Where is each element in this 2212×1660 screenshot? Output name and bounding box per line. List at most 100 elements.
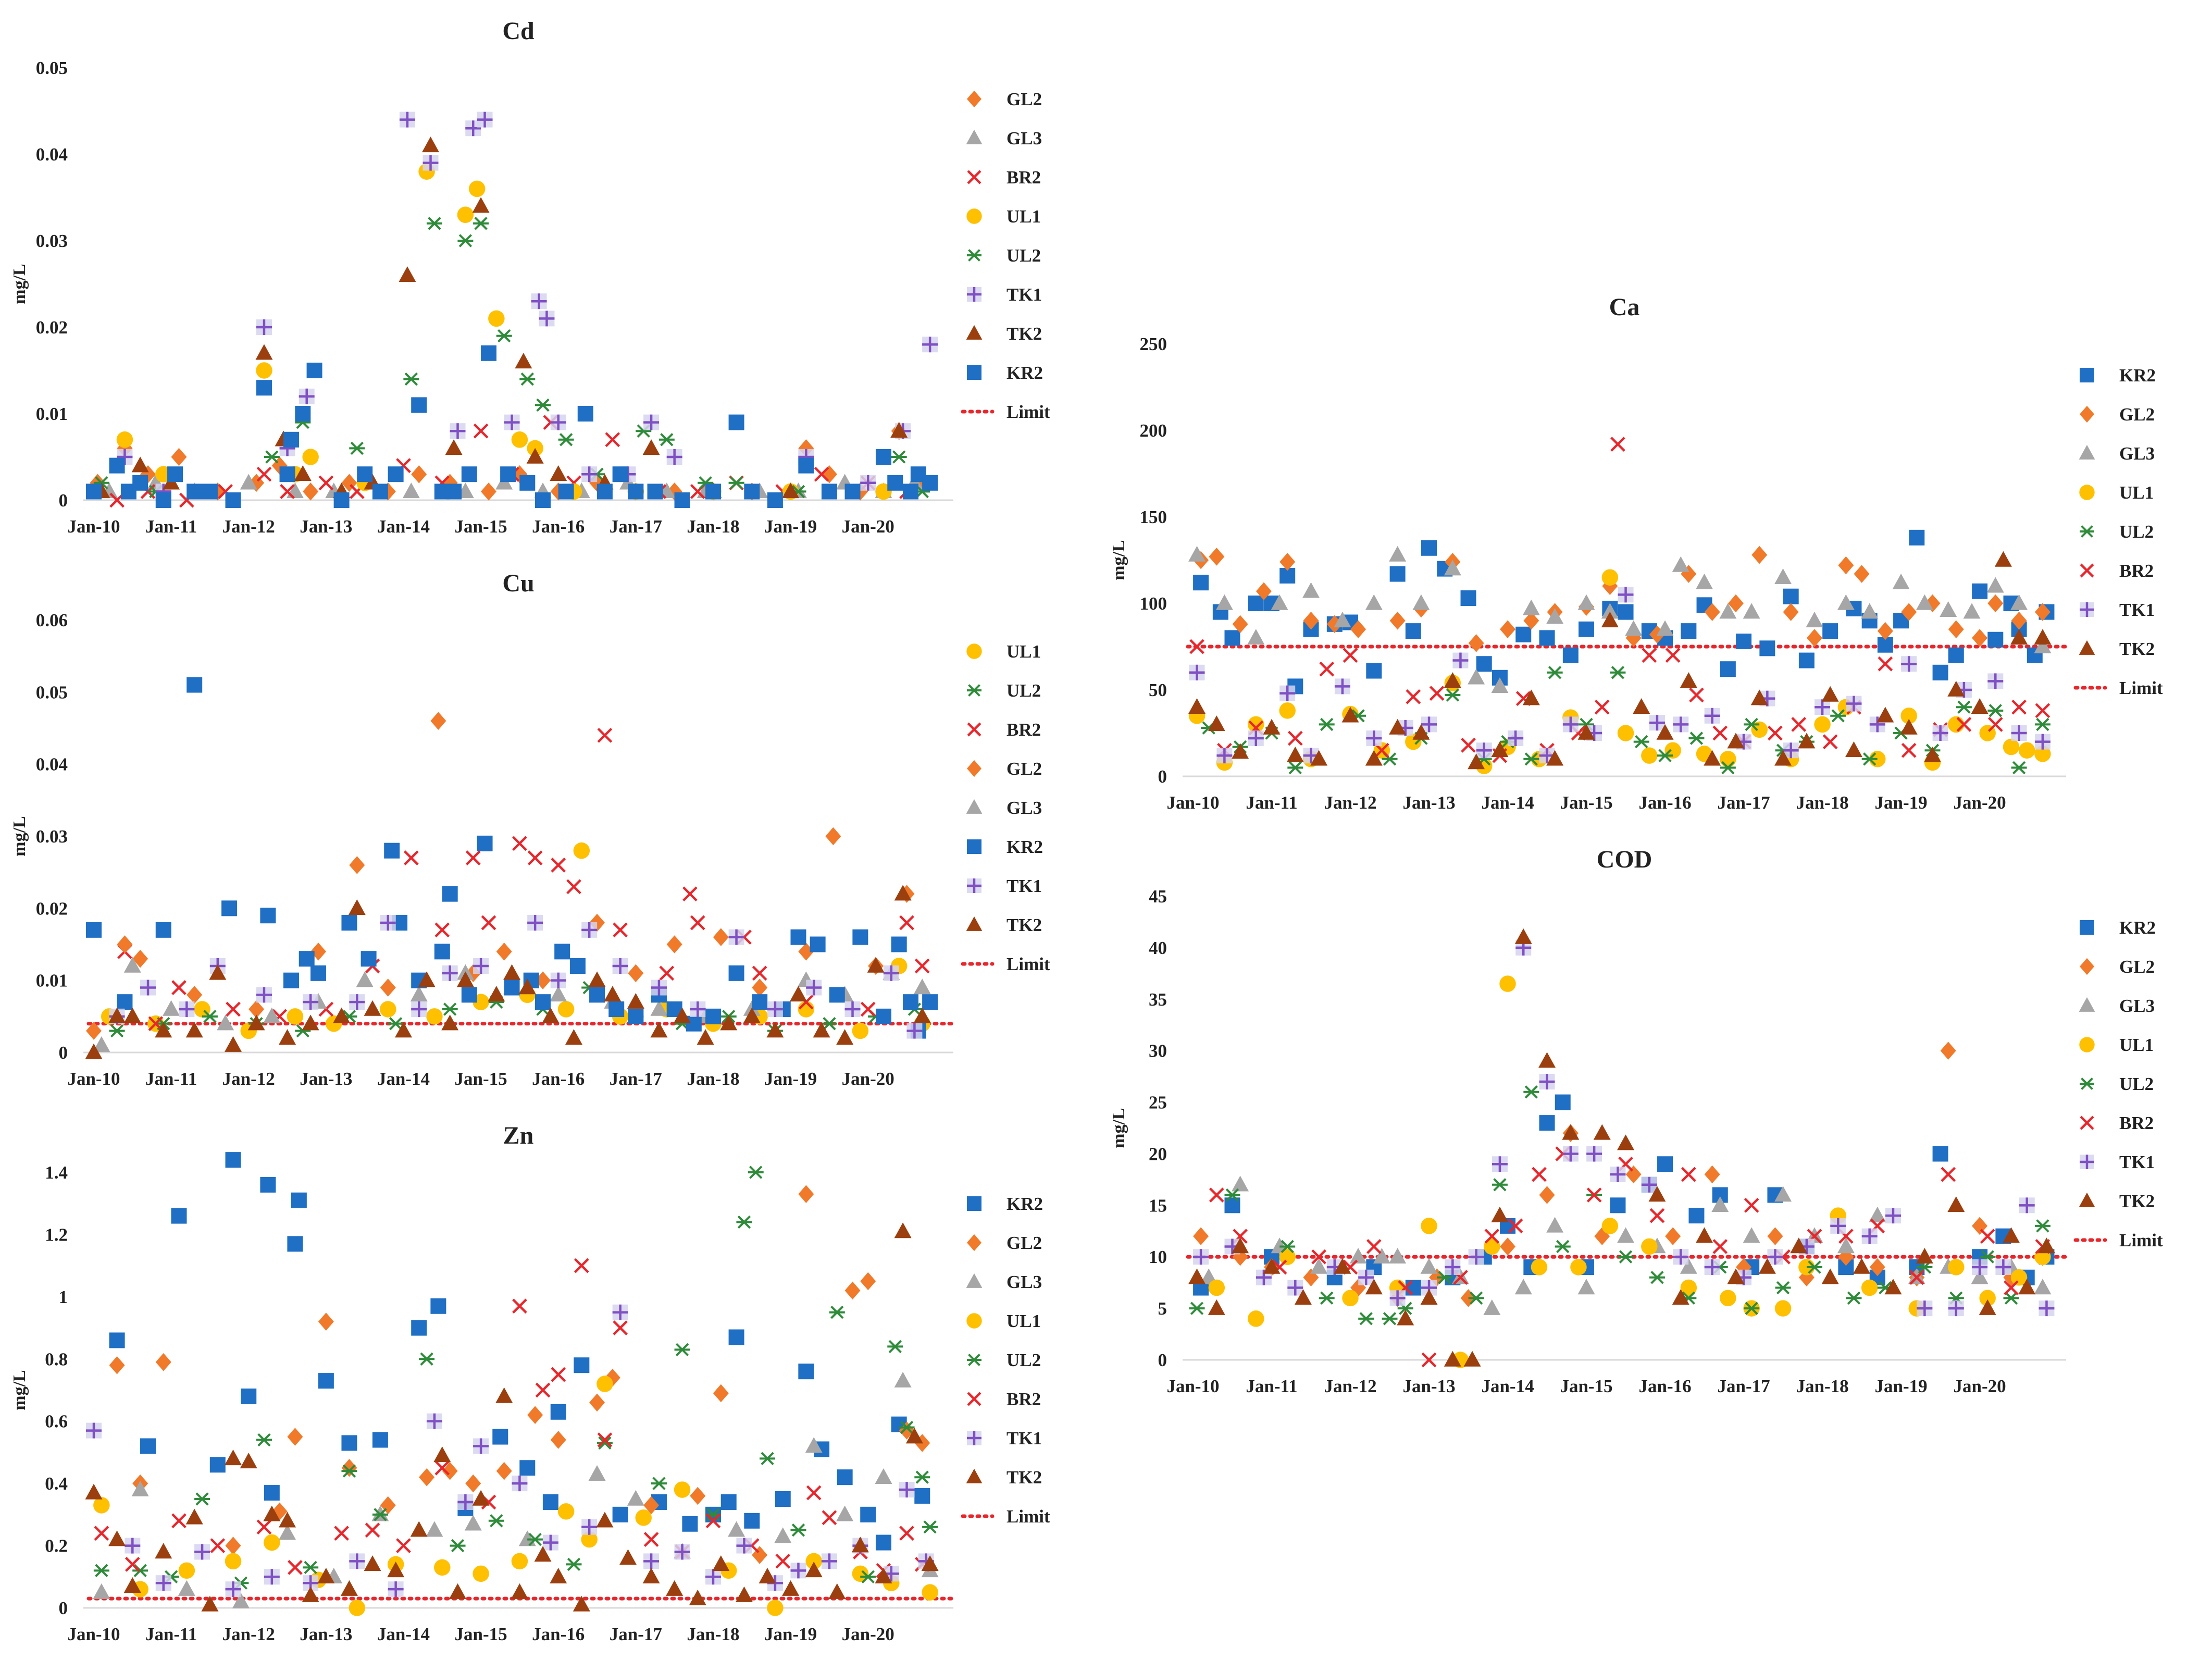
data-point-tk1 bbox=[674, 1544, 690, 1560]
data-point-kr2 bbox=[155, 492, 171, 508]
data-point-tk1 bbox=[1783, 742, 1799, 759]
data-point-tk1 bbox=[125, 1538, 141, 1554]
data-point-kr2 bbox=[264, 1485, 280, 1501]
data-point-gl3 bbox=[1491, 677, 1509, 693]
data-point-br2 bbox=[318, 475, 334, 491]
data-point-tk2 bbox=[456, 971, 474, 987]
data-point-tk2 bbox=[1633, 698, 1650, 714]
data-point-gl3 bbox=[1200, 1268, 1217, 1284]
data-point-br2 bbox=[465, 850, 481, 865]
y-tick-label: 10 bbox=[1149, 1247, 1167, 1267]
data-point-tk2 bbox=[1617, 1134, 1635, 1150]
x-tick-label: Jan-15 bbox=[1560, 792, 1612, 813]
data-point-tk2 bbox=[913, 1007, 931, 1023]
legend-label-ul2: UL2 bbox=[2119, 522, 2154, 542]
data-point-tk2 bbox=[85, 1483, 103, 1500]
x-tick-label: Jan-16 bbox=[1638, 792, 1691, 813]
data-point-kr2 bbox=[821, 484, 837, 500]
legend-marker-gl3 bbox=[2079, 997, 2095, 1012]
data-point-ul2 bbox=[1523, 1085, 1539, 1099]
legend-label-br2: BR2 bbox=[2119, 1113, 2154, 1133]
series-br2 bbox=[1209, 1146, 2051, 1368]
x-tick-label: Jan-12 bbox=[222, 516, 275, 537]
data-point-tk1 bbox=[690, 1001, 706, 1017]
data-point-ul1 bbox=[1751, 721, 1768, 738]
legend-label-gl2: GL2 bbox=[1006, 1233, 1042, 1253]
data-point-gl2 bbox=[1901, 603, 1917, 621]
data-point-tk2 bbox=[1916, 1247, 1933, 1263]
legend-label-tk2: TK2 bbox=[2119, 639, 2155, 659]
data-point-kr2 bbox=[287, 1236, 303, 1252]
data-point-tk1 bbox=[581, 922, 598, 938]
data-point-tk2 bbox=[511, 1583, 528, 1599]
legend-marker-tk1 bbox=[967, 287, 981, 302]
y-tick-label: 20 bbox=[1149, 1144, 1167, 1164]
data-point-gl3 bbox=[1601, 603, 1619, 619]
data-point-ul1 bbox=[426, 1008, 443, 1025]
data-point-gl3 bbox=[1656, 620, 1674, 636]
data-point-tk2 bbox=[1208, 1299, 1225, 1315]
data-point-gl2 bbox=[1350, 620, 1366, 639]
data-point-br2 bbox=[1712, 725, 1728, 741]
legend-marker-tk1 bbox=[967, 1431, 981, 1445]
data-point-ul2 bbox=[887, 1340, 903, 1354]
data-point-gl2 bbox=[496, 1462, 512, 1480]
data-point-gl3 bbox=[93, 1036, 110, 1052]
data-point-br2 bbox=[512, 1298, 527, 1314]
data-point-gl3 bbox=[2010, 594, 2028, 610]
data-point-tk1 bbox=[767, 1001, 783, 1017]
data-point-tk2 bbox=[782, 482, 800, 499]
data-point-kr2 bbox=[519, 475, 536, 491]
data-point-tk1 bbox=[1673, 1249, 1689, 1265]
data-point-tk1 bbox=[1468, 1249, 1484, 1265]
legend-label-tk1: TK1 bbox=[2119, 600, 2155, 620]
data-point-ul2 bbox=[2034, 1219, 2051, 1233]
legend-marker-tk2 bbox=[966, 916, 983, 931]
data-point-tk1 bbox=[411, 1001, 427, 1017]
data-point-tk2 bbox=[1947, 680, 1965, 697]
data-point-tk1 bbox=[422, 155, 439, 171]
data-point-ul1 bbox=[1601, 569, 1619, 586]
data-point-kr2 bbox=[504, 980, 520, 996]
x-tick-label: Jan-18 bbox=[1796, 792, 1849, 813]
y-tick-label: 0.2 bbox=[45, 1536, 68, 1556]
data-point-ul2 bbox=[829, 1306, 845, 1319]
y-axis-label: mg/L bbox=[10, 1370, 29, 1410]
legend-label-ul1: UL1 bbox=[2119, 482, 2154, 503]
data-point-kr2 bbox=[109, 457, 125, 474]
y-tick-label: 40 bbox=[1149, 938, 1167, 958]
cd-chart: Cd mg/L 0 0.01 0.02 0.03 0.04 0.05 Jan-10 Jan-11 J… bbox=[0, 0, 1099, 552]
data-point-tk1 bbox=[256, 987, 272, 1003]
data-point-ul1 bbox=[1680, 1279, 1697, 1296]
data-point-ul1 bbox=[1499, 975, 1516, 992]
data-point-ul1 bbox=[581, 1531, 598, 1548]
data-point-br2 bbox=[1343, 648, 1358, 663]
data-point-br2 bbox=[1987, 717, 2003, 732]
data-point-ul2 bbox=[1744, 1302, 1760, 1315]
data-point-tk2 bbox=[279, 1512, 296, 1528]
data-point-tk2 bbox=[674, 1007, 691, 1023]
data-point-br2 bbox=[1484, 1229, 1500, 1244]
data-point-tk1 bbox=[1987, 673, 2004, 689]
legend-label-gl3: GL3 bbox=[1006, 1272, 1042, 1292]
data-point-tk1 bbox=[1389, 1290, 1406, 1306]
data-point-br2 bbox=[94, 1526, 109, 1541]
legend-marker-tk1 bbox=[2080, 1155, 2094, 1169]
series-tk2 bbox=[1188, 928, 2055, 1367]
legend-label-ul1: UL1 bbox=[1006, 1311, 1041, 1331]
data-point-tk1 bbox=[705, 1569, 721, 1585]
data-point-tk1 bbox=[1995, 1259, 2011, 1275]
data-point-tk2 bbox=[1821, 1268, 1839, 1284]
data-point-ul1 bbox=[1948, 716, 1965, 733]
x-tick-label: Jan-14 bbox=[1481, 1376, 1534, 1396]
data-point-kr2 bbox=[1736, 634, 1752, 650]
data-point-tk2 bbox=[782, 1580, 800, 1596]
data-point-gl2 bbox=[341, 1459, 357, 1477]
data-point-kr2 bbox=[1555, 1094, 1571, 1110]
data-point-tk1 bbox=[883, 965, 899, 981]
x-tick-label: Jan-12 bbox=[1324, 1376, 1376, 1396]
data-point-ul2 bbox=[728, 476, 744, 490]
data-point-tk2 bbox=[2018, 1279, 2036, 1295]
data-point-kr2 bbox=[810, 936, 826, 952]
